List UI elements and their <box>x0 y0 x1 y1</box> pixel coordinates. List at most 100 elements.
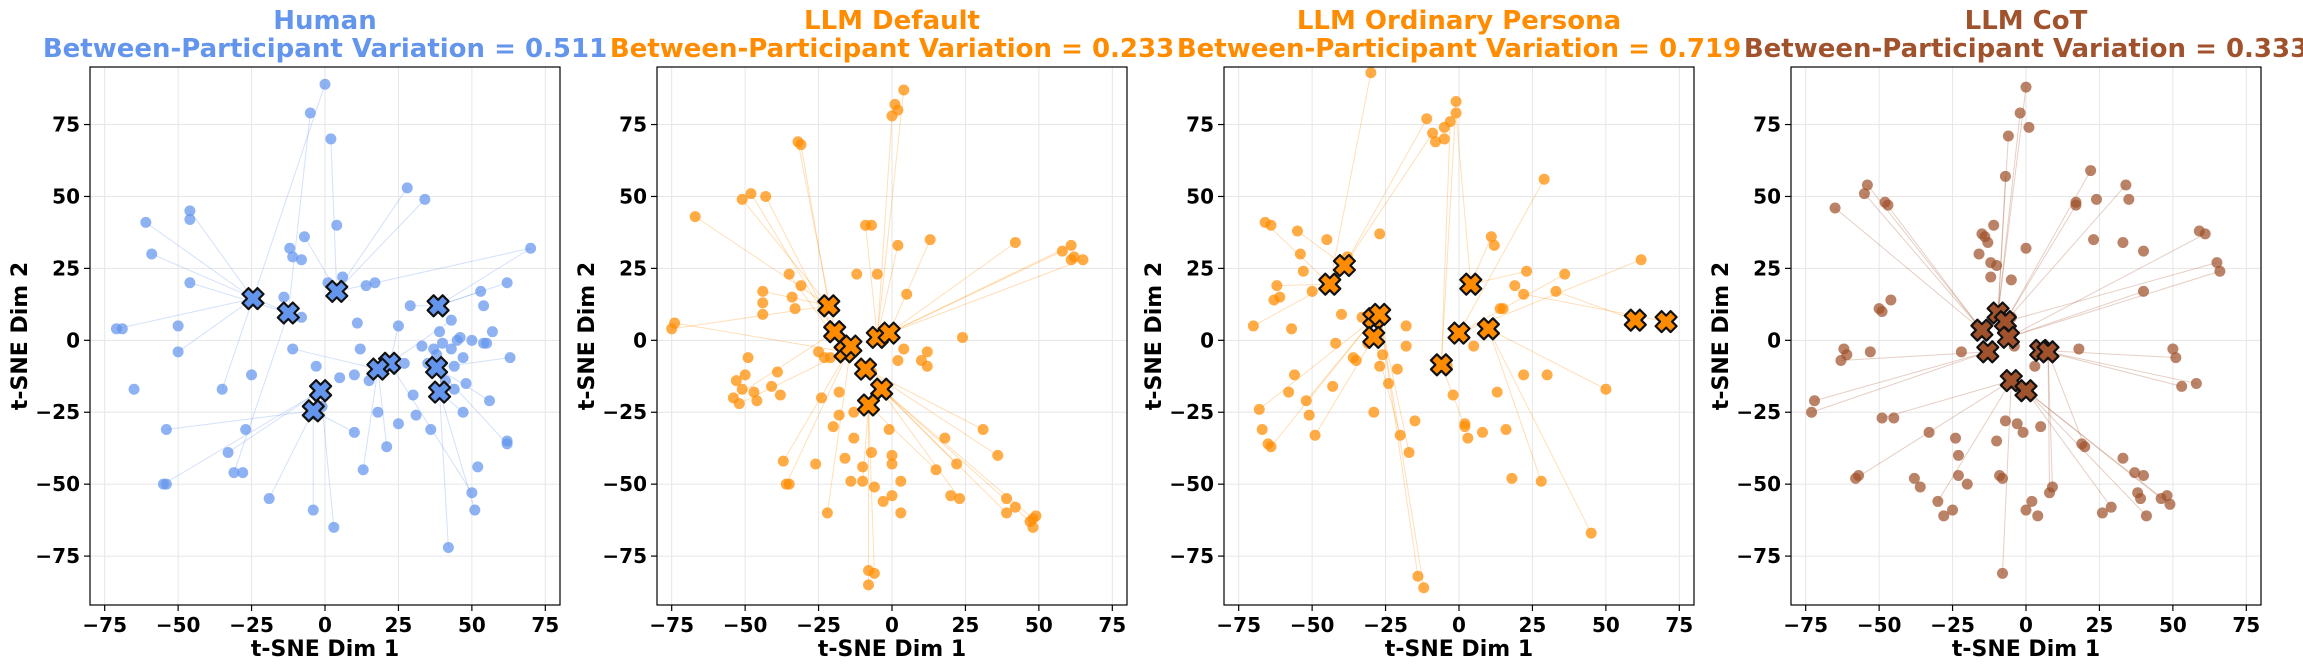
data-point <box>839 452 851 464</box>
data-point <box>1947 504 1959 516</box>
data-point <box>2029 360 2041 372</box>
data-point <box>848 406 860 418</box>
data-point <box>484 395 495 407</box>
centroid-marker <box>276 301 300 325</box>
data-point <box>1999 170 2011 182</box>
link-line <box>151 253 289 314</box>
link-line <box>1884 201 1983 331</box>
centroid-marker <box>1970 318 1994 342</box>
y-tick-label: −75 <box>1169 544 1214 568</box>
data-point <box>1450 96 1462 108</box>
points <box>1806 81 2226 579</box>
data-point <box>351 317 363 329</box>
data-point <box>895 507 907 519</box>
data-point <box>478 300 490 312</box>
data-point <box>845 475 857 487</box>
link-line <box>1937 380 2012 502</box>
data-point <box>348 426 360 438</box>
data-point <box>331 219 343 231</box>
centroid-marker <box>1459 272 1483 296</box>
data-point <box>1876 412 1888 424</box>
data-point <box>140 216 152 228</box>
x-tick-label: −25 <box>1363 613 1408 637</box>
data-point <box>1858 188 1870 200</box>
data-point <box>2129 467 2141 479</box>
data-point <box>457 352 469 364</box>
y-tick-label: −50 <box>1169 472 1214 496</box>
ticks: −75 −50 −25 0 25 50 75 −75 −50 −25 0 25 50 75 <box>35 113 559 637</box>
data-point <box>1462 432 1474 444</box>
links <box>1253 72 1667 588</box>
data-point <box>2032 510 2044 522</box>
data-point <box>2117 236 2129 248</box>
panel-title: LLM CoT <box>1965 6 2088 36</box>
data-point <box>1518 288 1530 300</box>
centroid-marker <box>366 357 390 381</box>
ticks: −75 −50 −25 0 25 50 75 −75 −50 −25 0 25 50 75 <box>1736 113 2260 637</box>
data-point <box>466 334 478 346</box>
data-point <box>369 277 381 289</box>
data-point <box>2002 130 2014 142</box>
data-point <box>1253 403 1265 415</box>
y-tick-label: −25 <box>1736 400 1781 424</box>
data-point <box>2190 377 2202 389</box>
data-point <box>398 357 410 369</box>
link-line <box>377 369 388 447</box>
link-line <box>336 187 408 292</box>
data-point <box>1585 527 1597 539</box>
data-point <box>437 337 448 349</box>
centroid-marker <box>839 334 863 358</box>
y-tick-label: 0 <box>1200 328 1214 352</box>
y-tick-label: −75 <box>602 544 647 568</box>
data-point <box>1068 251 1080 263</box>
data-point <box>766 380 778 392</box>
data-point <box>486 326 498 338</box>
link-line <box>1487 328 1592 534</box>
y-tick-label: −50 <box>602 472 647 496</box>
data-point <box>895 475 907 487</box>
data-point <box>1999 415 2011 427</box>
link-line <box>1258 318 1375 410</box>
data-point <box>877 495 889 507</box>
data-point <box>1001 507 1013 519</box>
x-tick-label: 75 <box>531 613 559 637</box>
centroids <box>1970 301 2060 403</box>
data-point <box>296 254 307 266</box>
data-point <box>2123 193 2135 205</box>
data-point <box>263 493 275 505</box>
data-point <box>1400 340 1412 352</box>
data-point <box>954 493 966 505</box>
link-line <box>1455 112 1472 285</box>
x-tick-label: 25 <box>2086 613 2114 637</box>
x-tick-label: −50 <box>1290 613 1335 637</box>
data-point <box>401 182 413 194</box>
data-point <box>1374 228 1386 240</box>
data-point <box>865 447 877 459</box>
y-tick-label: 25 <box>619 256 647 280</box>
data-point <box>2214 265 2226 277</box>
data-point <box>525 242 537 254</box>
data-point <box>745 188 757 200</box>
data-point <box>1077 254 1089 266</box>
panel-subtitle: Between-Participant Variation = 0.719 <box>1177 34 1741 64</box>
data-point <box>348 369 360 381</box>
data-point <box>1291 225 1303 237</box>
data-point <box>278 291 290 303</box>
link-line <box>1997 176 2006 314</box>
link-line <box>1488 328 1607 390</box>
data-point <box>1009 501 1021 513</box>
data-point <box>354 343 366 355</box>
data-point <box>146 248 158 260</box>
points <box>110 78 537 553</box>
y-tick-label: 0 <box>633 328 647 352</box>
y-tick-label: 25 <box>1753 256 1781 280</box>
data-point <box>448 360 460 372</box>
data-point <box>851 268 863 280</box>
data-point <box>2161 490 2173 502</box>
data-point <box>2105 501 2117 513</box>
data-point <box>689 211 701 223</box>
data-point <box>1888 412 1900 424</box>
data-point <box>1327 380 1339 392</box>
data-point <box>1383 377 1394 389</box>
link-line <box>868 404 937 471</box>
